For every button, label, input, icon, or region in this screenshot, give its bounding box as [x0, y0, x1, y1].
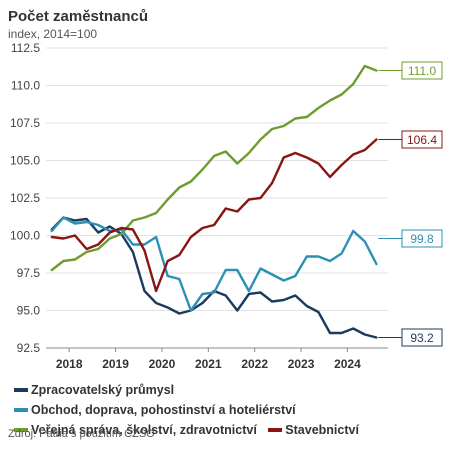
- legend: Zpracovatelský průmysl Obchod, doprava, …: [14, 380, 444, 440]
- x-tick-label-4: 2022: [241, 357, 268, 371]
- legend-label-zpracovatelsky: Zpracovatelský průmysl: [31, 383, 175, 397]
- legend-swatch-obchod: [14, 407, 28, 412]
- series-line-1: [50, 216, 378, 312]
- chart-title: Počet zaměstnanců: [8, 8, 149, 25]
- chart-subtitle: index, 2014=100: [8, 27, 98, 41]
- legend-label-stavebnictvi: Stavebnictví: [285, 423, 359, 437]
- legend-swatch-zpracovatelsky: [14, 387, 28, 392]
- y-tick-label-1: 95.0: [17, 304, 41, 318]
- y-tick-label-5: 105.0: [10, 154, 40, 168]
- end-label-0: 93.2: [410, 331, 434, 345]
- legend-item-verejna-sprava: Veřejná správa, školství, zdravotnictví: [14, 420, 257, 440]
- x-tick-label-0: 2018: [56, 357, 83, 371]
- series-line-3: [50, 138, 378, 293]
- legend-swatch-stavebnictvi: [268, 427, 283, 432]
- legend-item-obchod: Obchod, doprava, pohostinství a hoteliér…: [14, 400, 296, 420]
- y-tick-label-4: 102.5: [10, 191, 40, 205]
- end-label-3: 106.4: [407, 133, 437, 147]
- x-tick-label-2: 2020: [149, 357, 176, 371]
- legend-swatch-verejna-sprava: [14, 427, 28, 432]
- x-tick-label-6: 2024: [334, 357, 361, 371]
- y-tick-label-2: 97.5: [17, 266, 41, 280]
- source-note: Zdroj: Patria s použitím CZSO: [8, 428, 155, 440]
- end-label-1: 99.8: [410, 232, 434, 246]
- y-tick-label-8: 112.5: [11, 41, 40, 55]
- y-tick-label-3: 100.0: [10, 229, 40, 243]
- y-tick-label-0: 92.5: [17, 341, 41, 355]
- end-label-box-0: [401, 328, 443, 347]
- legend-label-verejna-sprava: Veřejná správa, školství, zdravotnictví: [31, 423, 257, 437]
- end-label-box-2: [401, 61, 443, 80]
- y-tick-label-6: 107.5: [10, 116, 40, 130]
- legend-item-zpracovatelsky: Zpracovatelský průmysl: [14, 380, 174, 400]
- line-chart: 92.5 95.0 97.5 100.0 102.5 105.0 107.5 110.0 112…: [10, 41, 443, 371]
- end-label-2: 111.0: [408, 64, 437, 78]
- x-tick-label-5: 2023: [288, 357, 315, 371]
- end-label-box-3: [401, 130, 443, 149]
- series-line-2: [50, 64, 378, 272]
- legend-label-obchod: Obchod, doprava, pohostinství a hoteliér…: [31, 403, 296, 417]
- end-label-box-1: [401, 229, 443, 248]
- x-tick-label-3: 2021: [195, 357, 222, 371]
- y-tick-label-7: 110.0: [11, 79, 40, 93]
- x-tick-label-1: 2019: [102, 357, 129, 371]
- legend-item-stavebnictvi: Stavebnictví: [268, 420, 359, 440]
